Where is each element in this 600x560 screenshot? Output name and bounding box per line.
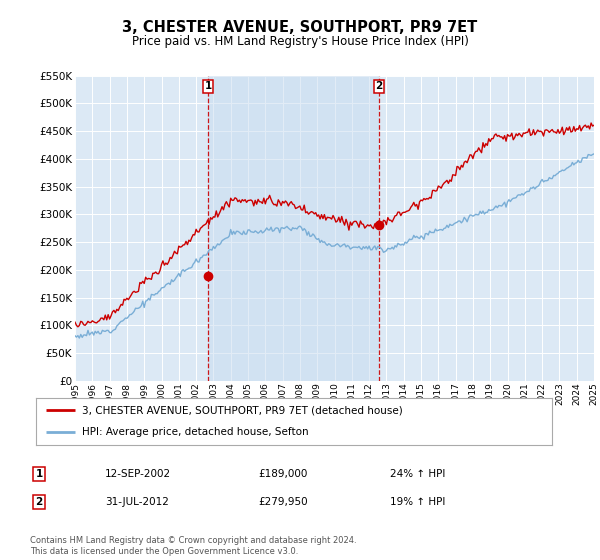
Bar xyxy=(208,76,379,381)
Text: 1: 1 xyxy=(205,81,212,91)
Text: Contains HM Land Registry data © Crown copyright and database right 2024.
This d: Contains HM Land Registry data © Crown c… xyxy=(30,536,356,556)
Text: 3, CHESTER AVENUE, SOUTHPORT, PR9 7ET (detached house): 3, CHESTER AVENUE, SOUTHPORT, PR9 7ET (d… xyxy=(82,405,403,416)
Text: 3, CHESTER AVENUE, SOUTHPORT, PR9 7ET: 3, CHESTER AVENUE, SOUTHPORT, PR9 7ET xyxy=(122,20,478,35)
Text: 2: 2 xyxy=(376,81,383,91)
Text: £279,950: £279,950 xyxy=(258,497,308,507)
Text: 12-SEP-2002: 12-SEP-2002 xyxy=(105,469,171,479)
Text: 2: 2 xyxy=(35,497,43,507)
Text: HPI: Average price, detached house, Sefton: HPI: Average price, detached house, Seft… xyxy=(82,427,309,437)
Text: 24% ↑ HPI: 24% ↑ HPI xyxy=(390,469,445,479)
Text: Price paid vs. HM Land Registry's House Price Index (HPI): Price paid vs. HM Land Registry's House … xyxy=(131,35,469,48)
Text: 1: 1 xyxy=(35,469,43,479)
Text: 31-JUL-2012: 31-JUL-2012 xyxy=(105,497,169,507)
Text: 19% ↑ HPI: 19% ↑ HPI xyxy=(390,497,445,507)
Text: £189,000: £189,000 xyxy=(258,469,307,479)
